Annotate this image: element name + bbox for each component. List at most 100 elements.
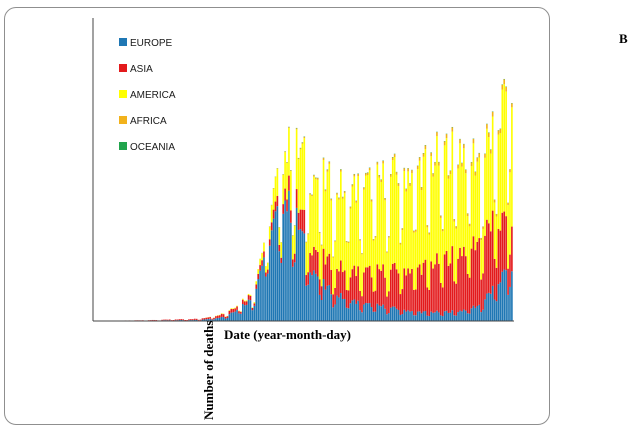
bar-segment-america [288, 127, 290, 176]
bar-segment-europe [413, 315, 415, 321]
bar-segment-america [230, 308, 233, 310]
bar-segment-america [351, 186, 354, 270]
bar-day-52 [193, 318, 196, 321]
bar-segment-africa [484, 153, 486, 158]
bar-segment-america [507, 205, 509, 269]
bar-segment-europe [232, 312, 235, 321]
bar-segment-asia [193, 318, 196, 320]
bar-segment-america [484, 157, 486, 236]
bar-segment-europe [464, 310, 467, 321]
bar-segment-europe [242, 304, 244, 321]
bar-segment-asia [205, 317, 208, 320]
bar-day-91 [268, 226, 271, 321]
bar-segment-america [320, 245, 323, 287]
bar-segment-america [491, 116, 494, 211]
bar-segment-europe [253, 305, 256, 321]
bar-segment-america [359, 240, 361, 291]
bar-segment-america [470, 166, 473, 249]
bar-day-121 [326, 169, 329, 321]
bar-segment-asia [163, 319, 165, 321]
bar-segment-africa [389, 174, 392, 177]
bar-segment-europe [318, 294, 321, 321]
bar-day-133 [349, 206, 352, 321]
bar-segment-america [436, 136, 438, 254]
bar-segment-europe [222, 317, 225, 321]
bar-segment-america [443, 145, 446, 255]
bar-segment-asia [242, 299, 244, 305]
bar-day-189 [457, 164, 459, 321]
bar-segment-africa [416, 166, 419, 170]
bar-segment-asia [255, 284, 258, 289]
bar-day-130 [343, 191, 346, 321]
y-axis-label: Number of deaths [201, 321, 216, 420]
bar-day-104 [293, 225, 296, 321]
bar-segment-asia [201, 318, 204, 320]
bar-segment-europe [407, 310, 409, 321]
bar-segment-america [316, 179, 319, 252]
bar-segment-europe [443, 311, 446, 321]
legend-label-america: AMERICA [130, 90, 176, 101]
bar-day-90 [266, 262, 269, 321]
bar-segment-asia [345, 290, 348, 308]
bar-segment-america [261, 253, 263, 261]
bar-segment-asia [274, 201, 277, 212]
bar-segment-asia [195, 318, 198, 320]
bar-segment-africa [290, 170, 292, 172]
bar-day-143 [368, 167, 371, 321]
bar-segment-europe [470, 308, 473, 321]
bar-segment-europe [307, 284, 309, 321]
bar-segment-asia [282, 204, 284, 214]
bar-segment-america [365, 175, 367, 268]
bar-day-205 [488, 132, 490, 321]
bar-segment-asia [340, 260, 342, 294]
bar-segment-europe [426, 315, 429, 321]
bar-day-108 [301, 142, 304, 321]
bar-day-167 [414, 229, 417, 321]
bar-segment-africa [372, 239, 375, 241]
bar-segment-america [330, 200, 333, 270]
bar-segment-europe [218, 317, 221, 321]
bar-segment-africa [445, 134, 448, 139]
bar-segment-america [445, 138, 448, 251]
bar-segment-africa [328, 161, 331, 164]
bar-segment-america [366, 174, 369, 268]
bar-day-67 [222, 313, 225, 321]
bar-segment-europe [251, 310, 254, 321]
bar-segment-africa [357, 173, 359, 176]
bar-segment-america [295, 129, 298, 190]
bar-segment-asia [424, 259, 427, 312]
bar-segment-africa [382, 160, 384, 164]
bar-day-120 [324, 189, 327, 321]
bar-segment-africa [284, 151, 286, 153]
bar-segment-asia [511, 226, 513, 272]
bar-segment-asia [338, 271, 340, 298]
bar-segment-asia [503, 211, 506, 270]
bar-segment-asia [501, 212, 504, 272]
bar-segment-asia [220, 313, 223, 317]
bar-day-95 [276, 168, 279, 321]
bar-day-211 [499, 128, 502, 321]
bar-segment-europe [439, 315, 442, 321]
bar-segment-asia [303, 209, 306, 234]
bar-segment-america [372, 240, 375, 292]
bar-segment-asia [251, 307, 254, 311]
bar-segment-africa [359, 239, 361, 241]
bar-segment-asia [372, 291, 375, 312]
bar-segment-asia [347, 290, 350, 309]
bar-day-97 [280, 242, 283, 321]
bar-segment-america [378, 177, 381, 270]
bar-segment-europe [391, 306, 394, 321]
bar-segment-asia [236, 306, 238, 310]
bar-segment-america [453, 221, 456, 282]
bar-day-76 [240, 311, 242, 321]
bar-segment-america [391, 160, 394, 264]
bar-segment-europe [282, 213, 284, 321]
bar-segment-africa [370, 199, 373, 202]
bar-segment-america [428, 234, 431, 290]
bar-day-150 [382, 160, 384, 321]
bar-segment-asia [397, 273, 400, 310]
bar-segment-asia [332, 294, 334, 308]
bar-segment-america [511, 107, 513, 227]
bar-segment-africa [434, 162, 436, 166]
bar-segment-africa [343, 191, 346, 194]
